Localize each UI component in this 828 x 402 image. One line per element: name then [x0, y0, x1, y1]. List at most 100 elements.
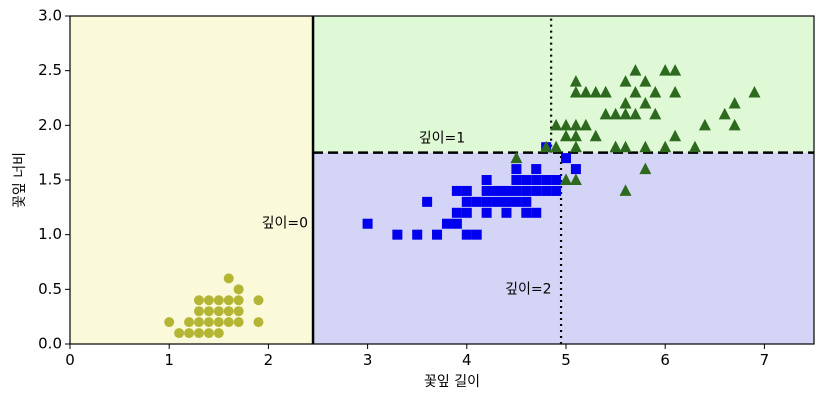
setosa-point — [184, 317, 195, 328]
depth-annotation: 깊이=2 — [505, 281, 551, 297]
virginica-point — [669, 129, 682, 142]
virginica-point — [599, 86, 612, 98]
virginica-point — [510, 151, 523, 164]
virginica-point — [698, 118, 711, 131]
setosa-point — [203, 295, 214, 306]
setosa-point — [213, 295, 224, 306]
virginica-point — [728, 96, 741, 109]
virginica-point — [619, 107, 632, 120]
virginica-point — [589, 129, 602, 142]
region-left — [70, 16, 314, 344]
versicolor-point — [521, 207, 532, 218]
virginica-point — [688, 140, 701, 153]
setosa-point — [203, 306, 214, 317]
virginica-point — [569, 140, 582, 153]
setosa-point — [213, 317, 224, 328]
setosa-point — [213, 328, 224, 339]
versicolor-point — [531, 185, 542, 196]
versicolor-point — [461, 229, 472, 240]
setosa-point — [253, 295, 264, 306]
virginica-point — [560, 118, 572, 131]
versicolor-point — [561, 153, 571, 164]
versicolor-point — [481, 185, 492, 196]
virginica-point — [659, 64, 672, 76]
virginica-point — [629, 86, 642, 98]
virginica-point — [649, 107, 662, 120]
versicolor-point — [392, 229, 403, 240]
virginica-point — [569, 173, 582, 185]
setosa-point — [174, 328, 185, 339]
virginica-point — [649, 86, 662, 98]
versicolor-point — [451, 218, 462, 229]
virginica-point — [619, 140, 632, 153]
y-tick-label: 2.0 — [38, 116, 62, 134]
versicolor-point — [481, 175, 492, 185]
versicolor-point — [451, 185, 462, 196]
y-tick-label: 0.0 — [38, 335, 62, 353]
depth-annotation: 깊이=0 — [262, 216, 308, 232]
virginica-point — [589, 86, 602, 98]
virginica-point — [619, 184, 632, 196]
setosa-point — [233, 306, 244, 317]
setosa-point — [223, 273, 234, 284]
virginica-point — [569, 75, 582, 87]
data-points — [164, 64, 761, 339]
setosa-point — [193, 317, 204, 328]
setosa-point — [253, 317, 264, 328]
y-tick-label: 0.5 — [38, 280, 62, 298]
versicolor-point — [481, 207, 492, 218]
setosa-point — [164, 317, 175, 328]
versicolor-point — [481, 196, 492, 207]
x-tick-label: 0 — [65, 351, 75, 369]
versicolor-point — [541, 185, 552, 196]
virginica-point — [669, 86, 682, 98]
setosa-point — [203, 328, 214, 339]
versicolor-point — [551, 175, 562, 185]
virginica-point — [569, 129, 582, 142]
y-tick-label: 3.0 — [38, 7, 62, 25]
depth-annotation: 깊이=1 — [419, 130, 465, 146]
virginica-point — [669, 64, 682, 76]
virginica-point — [629, 64, 642, 76]
virginica-point — [718, 107, 731, 120]
virginica-point — [540, 140, 553, 153]
x-tick-label: 7 — [760, 351, 770, 369]
versicolor-point — [511, 196, 522, 207]
x-axis-label: 꽃잎 길이 — [424, 374, 480, 390]
versicolor-point — [412, 229, 423, 240]
depth-annotations: 깊이=0 깊이=1 깊이=2 — [262, 130, 552, 297]
region-upper-right — [313, 16, 814, 153]
versicolor-point — [491, 185, 502, 196]
versicolor-point — [511, 175, 522, 185]
virginica-point — [659, 140, 672, 153]
x-tick-label: 6 — [660, 351, 670, 369]
setosa-point — [223, 306, 234, 317]
versicolor-point — [491, 196, 502, 207]
versicolor-point — [501, 185, 512, 196]
virginica-point — [550, 140, 563, 153]
setosa-point — [213, 306, 224, 317]
virginica-point — [639, 162, 652, 175]
versicolor-point — [521, 185, 532, 196]
versicolor-point — [441, 218, 452, 229]
virginica-point — [629, 107, 642, 120]
setosa-point — [184, 328, 195, 339]
x-tick-label: 5 — [561, 351, 571, 369]
x-axis-ticks: 0 1 2 3 4 5 6 7 — [65, 344, 769, 369]
setosa-point — [193, 328, 204, 339]
x-tick-label: 2 — [264, 351, 274, 369]
setosa-point — [233, 295, 244, 306]
virginica-point — [609, 140, 622, 153]
x-tick-label: 4 — [462, 351, 472, 369]
y-tick-label: 1.0 — [38, 225, 62, 243]
virginica-point — [619, 75, 632, 87]
versicolor-point — [570, 164, 581, 175]
versicolor-point — [521, 196, 532, 207]
setosa-point — [193, 306, 204, 317]
versicolor-point — [471, 229, 482, 240]
setosa-point — [203, 317, 214, 328]
setosa-point — [233, 317, 244, 328]
virginica-point — [748, 86, 761, 98]
setosa-point — [223, 295, 234, 306]
